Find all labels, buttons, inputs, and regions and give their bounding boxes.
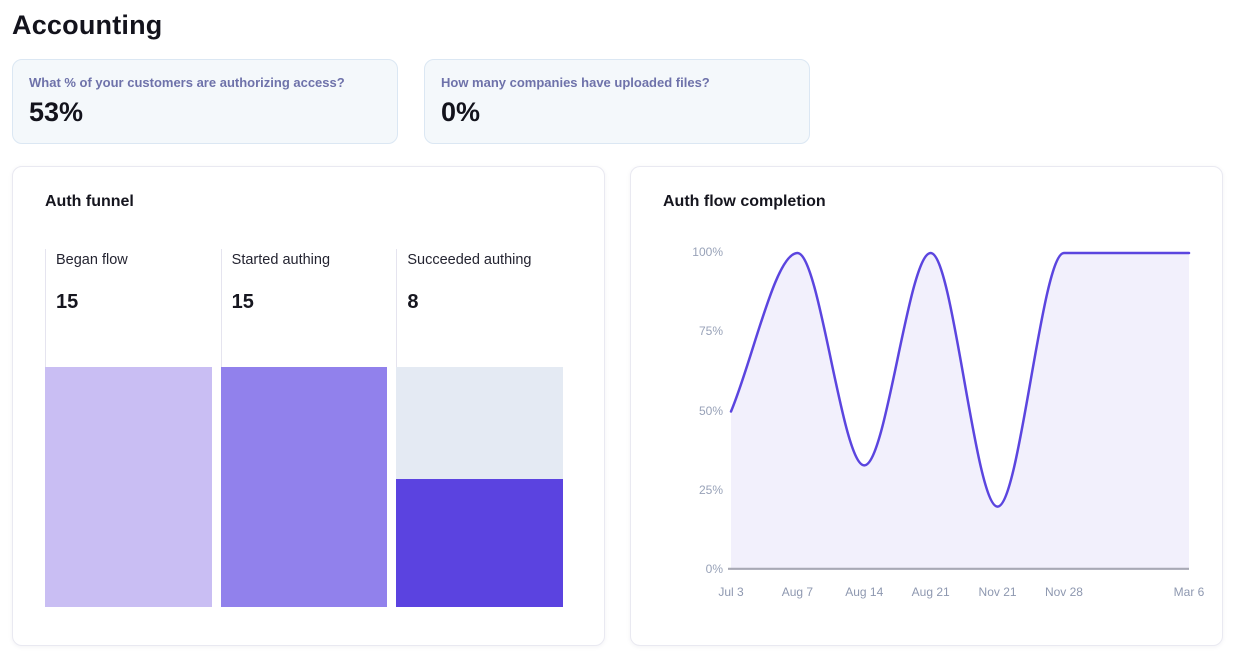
x-axis-tick: Jul 3	[718, 585, 744, 599]
y-axis-tick: 50%	[698, 403, 723, 418]
stat-card-auth-percentage: What % of your customers are authorizing…	[12, 59, 398, 144]
funnel-column-succeeded-authing: Succeeded authing 8	[396, 249, 572, 607]
stat-cards-row: What % of your customers are authorizing…	[12, 59, 1223, 144]
panel-title: Auth flow completion	[663, 193, 826, 210]
stat-value: 0%	[441, 97, 481, 127]
stat-card-uploaded-files: How many companies have uploaded files? …	[424, 59, 810, 144]
funnel-column-began-flow: Began flow 15	[45, 249, 221, 607]
x-axis-tick: Nov 28	[1044, 585, 1083, 599]
panels-row: Auth funnel Began flow 15 Started authin…	[12, 166, 1223, 646]
funnel-column-head: Began flow 15	[45, 249, 212, 367]
panel-auth-funnel: Auth funnel Began flow 15 Started authin…	[12, 166, 605, 646]
page-title: Accounting	[12, 10, 163, 40]
y-axis-tick: 75%	[698, 324, 723, 339]
panel-title: Auth funnel	[45, 193, 134, 210]
funnel-column-head: Succeeded authing 8	[396, 249, 563, 367]
funnel-column-head: Started authing 15	[220, 249, 388, 367]
completion-line	[729, 251, 1191, 508]
funnel-bar-fill	[220, 367, 388, 607]
funnel-bar-fill	[45, 367, 212, 607]
funnel-columns: Began flow 15 Started authing 15	[45, 249, 572, 607]
panel-auth-flow-completion: Auth flow completion 100% 75% 50% 25% 0% Jul…	[630, 166, 1223, 646]
y-axis-tick: 25%	[698, 482, 723, 497]
funnel-column-started-authing: Started authing 15	[220, 249, 397, 607]
completion-chart-plot	[728, 251, 1191, 570]
funnel-bar-track	[220, 367, 388, 607]
funnel-bar-track	[45, 367, 212, 607]
y-axis-tick: 100%	[692, 245, 723, 259]
funnel-stage-label: Began flow	[56, 252, 128, 268]
funnel-bar-track	[396, 367, 564, 607]
x-axis-tick: Mar 6	[1173, 585, 1205, 599]
y-axis-tick: 0%	[705, 562, 723, 576]
funnel-stage-label: Succeeded authing	[407, 252, 532, 268]
x-axis-tick: Aug 7	[781, 585, 814, 599]
funnel-stage-value: 15	[231, 291, 254, 313]
funnel-stage-value: 8	[407, 291, 419, 313]
x-axis-tick: Aug 21	[911, 585, 950, 599]
x-axis-tick: Nov 21	[978, 585, 1017, 599]
funnel-bar-fill	[396, 479, 564, 607]
funnel-stage-label: Started authing	[231, 252, 331, 268]
stat-value: 53%	[29, 97, 84, 127]
funnel-stage-value: 15	[56, 291, 79, 313]
x-axis-tick: Aug 14	[845, 585, 884, 599]
stat-question: How many companies have uploaded files?	[441, 75, 710, 90]
completion-area	[731, 253, 1189, 570]
stat-question: What % of your customers are authorizing…	[29, 75, 345, 90]
completion-chart: 100% 75% 50% 25% 0% Jul 3 Aug 7 Aug 14 Aug 21 No…	[663, 245, 1204, 615]
